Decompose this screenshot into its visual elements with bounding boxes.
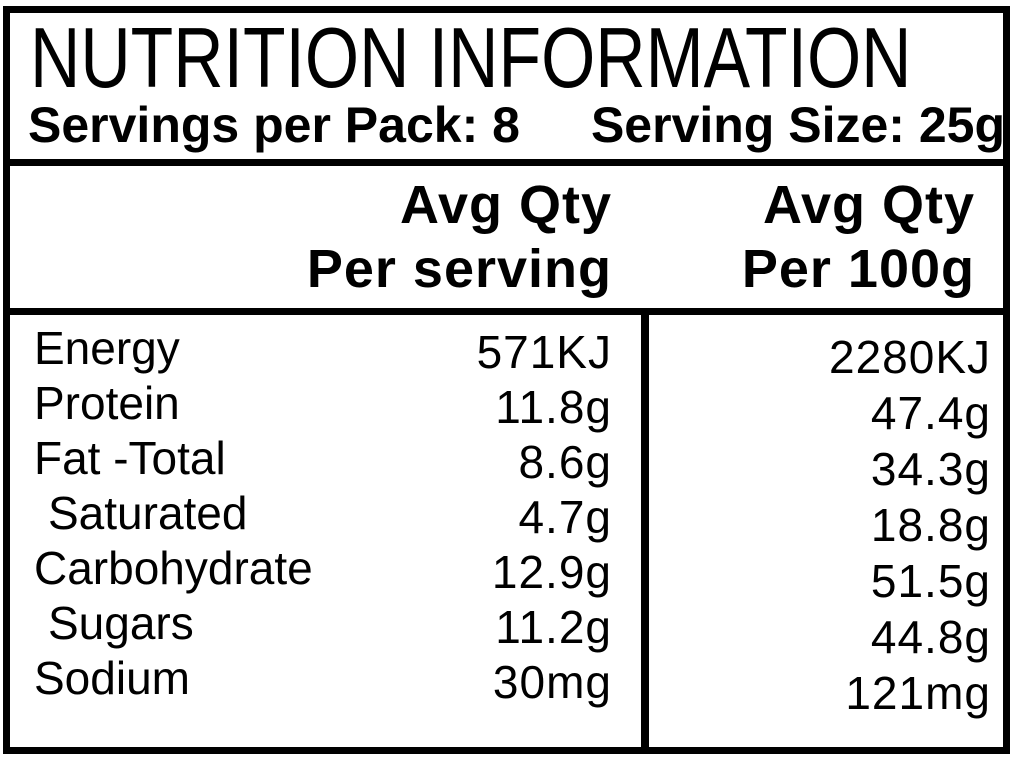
- per-100g-value-column: 2280KJ 47.4g 34.3g 18.8g 51.5g 44.8g 121…: [690, 329, 991, 721]
- per-serving-value-column: 571KJ 11.8g 8.6g 4.7g 12.9g 11.2g 30mg: [270, 325, 612, 710]
- nutrition-label-panel: NUTRITION INFORMATION Servings per Pack:…: [3, 6, 1010, 754]
- nutrient-label: Sugars: [48, 597, 194, 649]
- label-title: NUTRITION INFORMATION: [30, 11, 912, 106]
- nutrient-label: Sodium: [34, 652, 190, 704]
- per-100g-value: 18.8g: [870, 499, 991, 551]
- per-100g-column-header: Avg Qty Per 100g: [660, 173, 975, 301]
- nutrient-label: Fat -Total: [34, 432, 226, 484]
- per-serving-column-header: Avg Qty Per serving: [10, 173, 612, 301]
- column-divider: [641, 315, 649, 747]
- per-serving-header-line1: Avg Qty: [399, 175, 612, 235]
- header-divider: [10, 308, 1003, 315]
- nutrient-label: Energy: [34, 322, 180, 374]
- per-100g-value: 47.4g: [870, 387, 991, 439]
- nutrient-label: Saturated: [48, 487, 248, 539]
- per-serving-value: 8.6g: [518, 436, 612, 488]
- per-100g-value: 51.5g: [870, 555, 991, 607]
- per-100g-value: 44.8g: [870, 611, 991, 663]
- per-100g-value: 2280KJ: [828, 331, 991, 383]
- nutrient-label: Protein: [34, 377, 180, 429]
- per-serving-value: 11.8g: [495, 381, 612, 433]
- nutrient-label: Carbohydrate: [34, 542, 313, 594]
- per-100g-value: 34.3g: [870, 443, 991, 495]
- per-100g-header-line1: Avg Qty: [762, 175, 975, 235]
- per-100g-header-line2: Per 100g: [741, 239, 975, 299]
- serving-info-line: Servings per Pack: 8 Serving Size: 25g: [28, 97, 1005, 153]
- per-serving-header-line2: Per serving: [306, 239, 612, 299]
- nutrient-name-column: Energy Protein Fat -Total Saturated Carb…: [34, 321, 364, 706]
- per-serving-value: 4.7g: [518, 491, 612, 543]
- servings-per-pack: Servings per Pack: 8: [28, 97, 520, 153]
- per-serving-value: 12.9g: [491, 546, 612, 598]
- per-serving-value: 11.2g: [495, 601, 612, 653]
- per-100g-value: 121mg: [845, 667, 991, 719]
- serving-size: Serving Size: 25g: [590, 97, 1005, 153]
- title-divider: [10, 159, 1003, 166]
- per-serving-value: 571KJ: [476, 326, 612, 378]
- per-serving-value: 30mg: [492, 656, 612, 708]
